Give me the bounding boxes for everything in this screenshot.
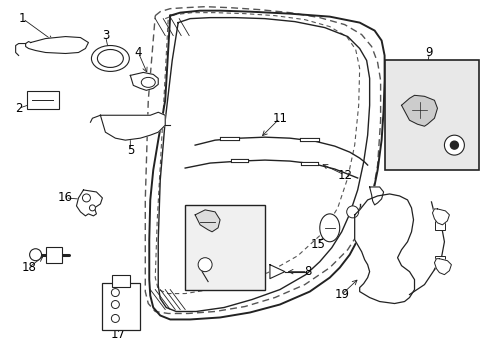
Ellipse shape [97,50,123,67]
Circle shape [82,194,90,202]
Text: 12: 12 [337,168,351,181]
Ellipse shape [91,45,129,71]
Text: 18: 18 [21,261,36,274]
Circle shape [89,205,95,211]
Text: 4: 4 [134,46,142,59]
Circle shape [444,135,464,155]
Polygon shape [130,72,158,90]
Text: 14: 14 [371,193,386,206]
Circle shape [111,289,119,297]
Text: 8: 8 [304,265,311,278]
Circle shape [449,141,457,149]
Bar [112,275,130,287]
Bar [102,283,140,330]
Polygon shape [76,190,102,216]
Text: 3: 3 [102,29,109,42]
Text: 13: 13 [391,203,406,216]
Ellipse shape [141,77,155,87]
Circle shape [198,258,212,272]
Polygon shape [25,37,88,54]
Text: 9: 9 [425,46,432,59]
Text: 17: 17 [111,328,125,341]
Text: 19: 19 [333,288,348,301]
Bar [435,220,445,230]
Circle shape [111,301,119,309]
Polygon shape [433,259,450,275]
Ellipse shape [319,214,339,242]
Polygon shape [401,95,437,126]
Text: 6: 6 [236,236,243,249]
Polygon shape [354,194,414,303]
Text: 16: 16 [58,192,73,204]
Circle shape [30,249,41,261]
Bar [435,256,445,266]
Bar [185,205,264,289]
Polygon shape [369,187,383,205]
Text: 15: 15 [310,238,325,251]
Text: 10: 10 [459,152,474,165]
Circle shape [111,315,119,323]
Text: 7: 7 [228,255,235,268]
Polygon shape [195,210,220,232]
Bar [384,60,478,170]
Bar [26,91,59,109]
Text: 5: 5 [126,144,134,157]
Text: 1: 1 [19,12,26,25]
Bar [45,247,61,263]
Polygon shape [431,209,448,225]
Circle shape [346,206,358,218]
Polygon shape [100,112,165,140]
Polygon shape [269,265,285,279]
Text: 11: 11 [272,112,287,125]
Text: 2: 2 [15,102,22,115]
